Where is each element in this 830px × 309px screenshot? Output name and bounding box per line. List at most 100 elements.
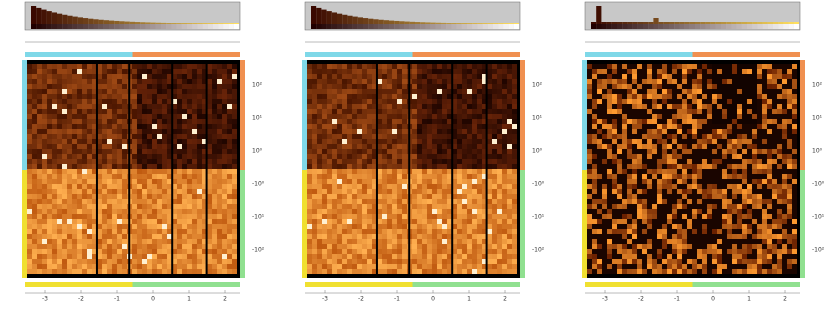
heatmap-cell [737,139,742,144]
heatmap-cell [162,74,167,79]
heatmap-cell [722,189,727,194]
heatmap-cell [87,229,92,234]
heatmap-cell [122,84,127,89]
heatmap-cell [117,264,122,269]
heatmap-cell [492,84,497,89]
heatmap-cell [102,134,107,139]
heatmap-cell [492,214,497,219]
heatmap-cell [162,149,167,154]
heatmap-cell [42,269,47,274]
heatmap-cell [397,74,402,79]
heatmap-cell [352,99,357,104]
heatmap-cell [57,134,62,139]
heatmap-cell [222,204,227,209]
heatmap-cell [427,174,432,179]
heatmap-cell [122,104,127,109]
heatmap-cell [612,139,617,144]
heatmap-cell [182,174,187,179]
heatmap-cell [152,249,157,254]
heatmap-cell [147,254,152,259]
heatmap-cell [512,239,517,244]
heatmap-cell [672,139,677,144]
heatmap-cell [437,249,442,254]
heatmap-cell [707,139,712,144]
heatmap-cell [617,124,622,129]
histogram-bar [431,23,436,24]
colorbar-cell [457,24,462,29]
heatmap-cell [222,94,227,99]
heatmap-cell [767,149,772,154]
heatmap-cell [27,99,32,104]
heatmap-cell [652,189,657,194]
heatmap-cell [512,124,517,129]
heatmap-cell [197,159,202,164]
heatmap-cell [112,224,117,229]
heatmap-cell [212,79,217,84]
heatmap-cell [477,174,482,179]
heatmap-cell [147,174,152,179]
colorbar-cell [192,24,197,29]
heatmap-cell [617,89,622,94]
heatmap-cell [32,64,37,69]
heatmap-cell [472,159,477,164]
heatmap-cell [472,244,477,249]
heatmap-cell [387,209,392,214]
heatmap-cell [432,84,437,89]
right-tick-label: -10⁰ [252,181,265,188]
heatmap-cell [62,204,67,209]
heatmap-cell [492,124,497,129]
heatmap-cell [732,64,737,69]
heatmap-cell [87,94,92,99]
heatmap-cell [27,129,32,134]
heatmap-cell [427,179,432,184]
heatmap-cell [412,194,417,199]
heatmap-cell [337,214,342,219]
bottom-tick-label: 2 [223,296,227,303]
heatmap-cell [707,144,712,149]
heatmap-cell [32,269,37,274]
heatmap-cell [512,69,517,74]
heatmap-cell [507,114,512,119]
heatmap-cell [392,229,397,234]
heatmap-cell [322,254,327,259]
heatmap-cell [317,194,322,199]
heatmap-cell [312,254,317,259]
heatmap-cell [332,224,337,229]
colorbar-cell [700,24,705,29]
heatmap-cell [347,229,352,234]
heatmap-cell [762,144,767,149]
heatmap-cell [592,139,597,144]
heatmap-cell [422,84,427,89]
heatmap-cell [432,239,437,244]
heatmap-cell [142,84,147,89]
heatmap-cell [477,244,482,249]
heatmap-cell [397,189,402,194]
heatmap-cell [727,74,732,79]
heatmap-cell [662,134,667,139]
heatmap-cell [37,269,42,274]
heatmap-cell [157,119,162,124]
colorbar-cell [83,24,88,29]
heatmap-cell [147,94,152,99]
heatmap-cell [757,144,762,149]
heatmap-cell [437,89,442,94]
heatmap-cell [597,199,602,204]
heatmap-cell [37,179,42,184]
heatmap-cell [52,259,57,264]
heatmap-cell [507,79,512,84]
heatmap-cell [772,189,777,194]
heatmap-cell [667,134,672,139]
heatmap-cell [737,174,742,179]
heatmap-cell [732,104,737,109]
heatmap-cell [227,169,232,174]
heatmap-cell [352,94,357,99]
heatmap-cell [62,209,67,214]
heatmap-cell [727,179,732,184]
heatmap-cell [197,254,202,259]
heatmap-cell [72,214,77,219]
heatmap-cell [112,174,117,179]
heatmap-cell [502,234,507,239]
heatmap-cell [787,139,792,144]
heatmap-cell [107,84,112,89]
